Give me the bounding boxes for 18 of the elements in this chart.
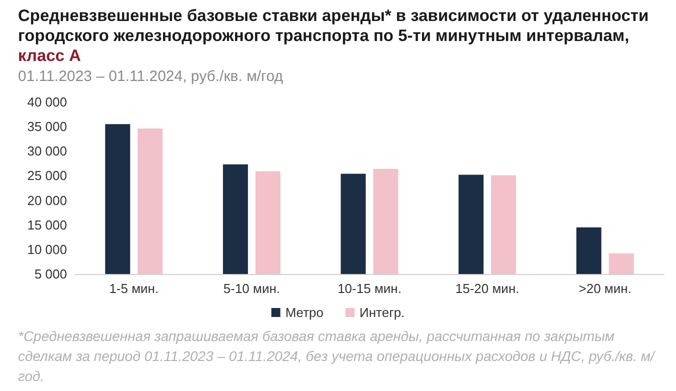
legend-label: Интегр. <box>360 305 405 320</box>
y-tick-label: 30 000 <box>27 144 67 159</box>
y-tick-label: 35 000 <box>27 119 67 134</box>
y-tick-label: 25 000 <box>27 168 67 184</box>
y-tick-label: 20 000 <box>27 192 67 208</box>
y-tick-label: 40 000 <box>27 94 67 110</box>
text: *Средневзвешенная запрашиваемая базовая ставка аренды, рассчитанная по закрытым сделкам за период 01.11.2023 – 01.11.2024, без учета операционных расходов и НДС, руб./кв. м/год. <box>18 327 656 386</box>
x-tick-label: >20 мин. <box>578 281 632 296</box>
x-tick-label: 10-15 мин. <box>338 281 402 296</box>
x-tick-label: 1-5 мин. <box>109 281 159 296</box>
y-tick-label: 5 000 <box>34 266 67 282</box>
y-tick-label: 10 000 <box>27 242 67 257</box>
chart-title: Средневзвешенные базовые ставки аренды* в зависимости от удаленности городского железнодорожного транспорта по 5-ти минутным интервалам, класс А <box>18 6 650 66</box>
x-tick-label: 15-20 мин. <box>455 281 520 296</box>
y-tick-label: 15 000 <box>27 217 67 232</box>
chart-subtitle: 01.11.2023 – 01.11.2024, руб./кв. м/год <box>18 68 283 85</box>
legend-label: Метро <box>285 305 324 320</box>
x-tick-label: 5-10 мин. <box>223 281 280 296</box>
